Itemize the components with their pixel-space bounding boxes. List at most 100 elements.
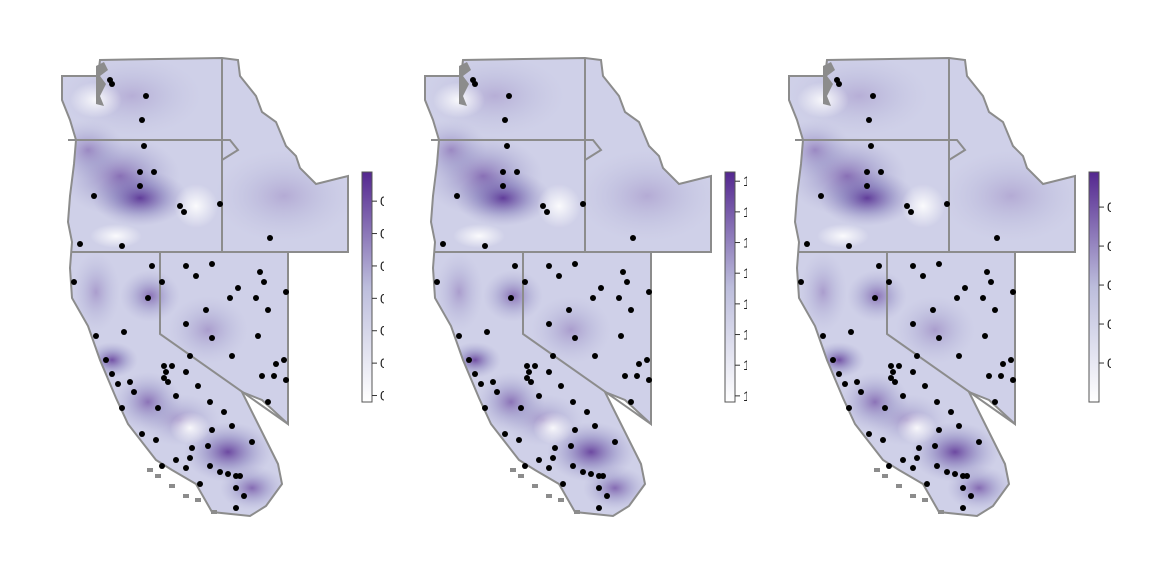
- station-point: [522, 463, 528, 469]
- station-point: [217, 201, 223, 207]
- station-point: [624, 279, 630, 285]
- colorbar-tick-label: 0.05: [380, 290, 384, 306]
- station-point: [494, 389, 500, 395]
- station-point: [982, 333, 988, 339]
- island-shape: [155, 474, 161, 478]
- colorbar-tick-label: 1.04: [743, 357, 747, 373]
- colorbar-tick-label: 0.06: [1107, 277, 1111, 293]
- station-point: [836, 81, 842, 87]
- low-value-pocket: [901, 184, 945, 228]
- station-point: [932, 443, 938, 449]
- station-point: [454, 193, 460, 199]
- station-point: [944, 469, 950, 475]
- station-point: [237, 473, 243, 479]
- station-point: [536, 457, 542, 463]
- intensity-hotspot: [168, 296, 248, 364]
- station-point: [550, 353, 556, 359]
- station-point: [209, 427, 215, 433]
- station-point: [904, 203, 910, 209]
- station-point: [1010, 289, 1016, 295]
- island-shape: [910, 494, 916, 498]
- station-point: [984, 269, 990, 275]
- puget-sound-shape: [459, 62, 471, 106]
- station-point: [944, 201, 950, 207]
- station-point: [177, 203, 183, 209]
- station-point: [195, 383, 201, 389]
- station-point: [209, 261, 215, 267]
- colorbar-tick-label: 0.08: [380, 193, 384, 209]
- intensity-hotspot: [941, 150, 1075, 242]
- station-point: [508, 295, 514, 301]
- station-point: [636, 361, 642, 367]
- station-point: [169, 363, 175, 369]
- station-point: [646, 377, 652, 383]
- station-point: [588, 471, 594, 477]
- station-point: [866, 117, 872, 123]
- station-point: [580, 469, 586, 475]
- station-point: [482, 405, 488, 411]
- station-point: [526, 369, 532, 375]
- station-point: [842, 381, 848, 387]
- station-point: [235, 285, 241, 291]
- station-point: [550, 455, 556, 461]
- station-point: [165, 379, 171, 385]
- colorbar-tick-label: 0.04: [380, 323, 384, 339]
- colorbar-tick-label: 1.07: [743, 265, 747, 281]
- colorbar-gradient: [361, 171, 373, 403]
- station-point: [580, 201, 586, 207]
- station-point: [798, 279, 804, 285]
- station-point: [267, 235, 273, 241]
- station-point: [936, 335, 942, 341]
- station-point: [173, 393, 179, 399]
- island-shape: [558, 498, 564, 502]
- station-point: [514, 169, 520, 175]
- station-point: [137, 183, 143, 189]
- station-point: [187, 455, 193, 461]
- station-point: [568, 443, 574, 449]
- map-1: 0.02 0.03 0.04 0.05 0.06 0.07 0.08: [61, 56, 384, 518]
- map-2: 1.03 1.04 1.05 1.06 1.07 1.08 1.09 1.10: [424, 56, 747, 518]
- station-point: [241, 493, 247, 499]
- island-shape: [211, 510, 217, 514]
- low-value-pocket: [453, 224, 505, 248]
- station-point: [1010, 377, 1016, 383]
- station-point: [628, 399, 634, 405]
- station-point: [540, 203, 546, 209]
- station-point: [908, 209, 914, 215]
- station-point: [524, 363, 530, 369]
- colorbar-tick-label: 0.07: [1107, 238, 1111, 254]
- station-point: [257, 269, 263, 275]
- station-point: [960, 485, 966, 491]
- island-shape: [938, 510, 944, 514]
- station-point: [217, 469, 223, 475]
- island-shape: [510, 468, 516, 472]
- colorbar-tick-label: 0.06: [380, 258, 384, 274]
- station-point: [546, 465, 552, 471]
- station-point: [818, 193, 824, 199]
- colorbar-tick-label: 1.03: [743, 388, 747, 404]
- station-point: [886, 463, 892, 469]
- station-point: [558, 383, 564, 389]
- station-point: [962, 285, 968, 291]
- state-border: [886, 252, 1016, 425]
- station-point: [183, 465, 189, 471]
- colorbar-tick-label: 0.08: [1107, 199, 1111, 215]
- station-point: [570, 463, 576, 469]
- station-point: [183, 321, 189, 327]
- station-point: [159, 463, 165, 469]
- station-point: [934, 463, 940, 469]
- station-point: [273, 361, 279, 367]
- station-point: [630, 235, 636, 241]
- station-point: [992, 307, 998, 313]
- station-point: [141, 143, 147, 149]
- station-point: [848, 329, 854, 335]
- station-point: [472, 81, 478, 87]
- station-point: [91, 193, 97, 199]
- station-point: [916, 445, 922, 451]
- station-point: [888, 375, 894, 381]
- intensity-hotspot: [799, 252, 847, 332]
- station-point: [522, 279, 528, 285]
- station-point: [173, 457, 179, 463]
- colorbar-tick-label: 0.03: [380, 355, 384, 371]
- station-point: [612, 439, 618, 445]
